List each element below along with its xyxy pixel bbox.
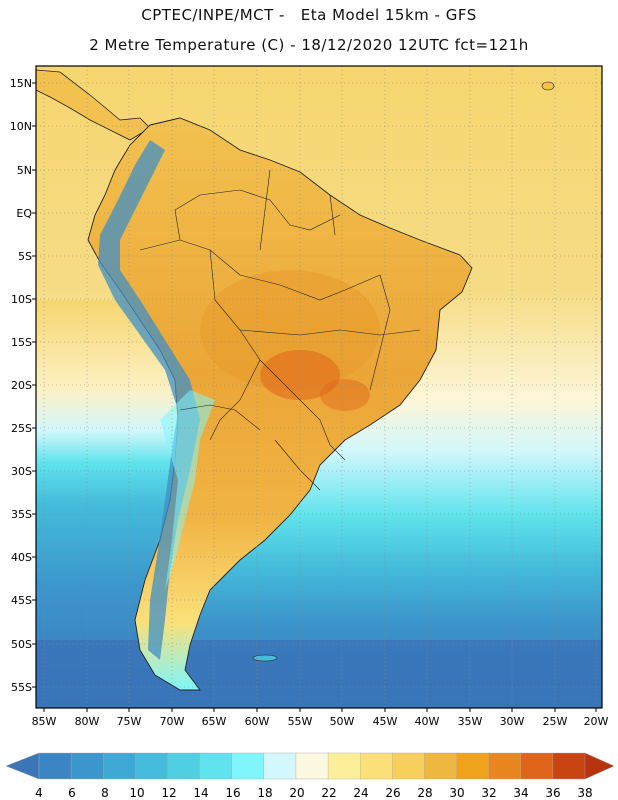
central-america [36,69,151,141]
lat-label: 10N [10,120,32,133]
chart-subtitle: 2 Metre Temperature (C) - 18/12/2020 12U… [89,36,529,54]
lon-label: 70W [160,715,185,728]
colorbar-label: 22 [321,786,336,800]
colorbar-label: 12 [161,786,176,800]
chart-title: CPTEC/INPE/MCT - Eta Model 15km - GFS [141,6,477,24]
lon-label: 45W [373,715,398,728]
colorbar-swatch [520,752,554,780]
lat-label: 55S [11,681,32,694]
colorbar-label: 6 [68,786,76,800]
colorbar-swatch [263,752,297,780]
colorbar-swatch [359,752,393,780]
lon-label: 50W [330,715,355,728]
lat-label: 50S [11,638,32,651]
colorbar-label: 34 [513,786,528,800]
colorbar-swatch [38,752,72,780]
lat-label: 5S [18,250,32,263]
colorbar-swatch [103,752,137,780]
colorbar-label: 18 [257,786,272,800]
colorbar-swatch [70,752,104,780]
lon-label: 80W [75,715,100,728]
lat-label: 25S [11,422,32,435]
colorbar-swatch [392,752,426,780]
latitude-labels: 15N 10N 5N EQ 5S 10S 15S 20S 25S 30S 35S… [10,77,33,694]
colorbar-label: 28 [417,786,432,800]
colorbar-label: 26 [385,786,400,800]
title-block: CPTEC/INPE/MCT - Eta Model 15km - GFS 2 … [0,0,618,60]
lat-label: 40S [11,551,32,564]
colorbar-swatch [231,752,265,780]
colorbar-label: 38 [577,786,592,800]
colorbar-labels: 4 6 8 10 12 14 16 18 20 22 24 26 28 30 3… [35,786,592,800]
colorbar-label: 36 [545,786,560,800]
lat-label: 35S [11,508,32,521]
lon-label: 85W [32,715,57,728]
colorbar-swatch [456,752,490,780]
colorbar-label: 8 [101,786,109,800]
colorbar-label: 20 [289,786,304,800]
lon-label: 65W [202,715,227,728]
longitude-labels: 85W 80W 75W 70W 65W 60W 55W 50W 45W 40W … [32,715,609,728]
map-border [35,65,603,709]
colorbar-label: 16 [225,786,240,800]
colorbar-swatch [135,752,169,780]
hot-interior [200,270,380,390]
lon-label: 35W [458,715,483,728]
colorbar [5,752,615,780]
colorbar-label: 32 [481,786,496,800]
map-body [36,66,602,708]
colorbar-swatch [295,752,329,780]
colorbar-swatch [552,752,586,780]
lon-label: 75W [117,715,142,728]
colorbar-swatch [167,752,201,780]
colorbar-label: 24 [353,786,368,800]
lat-label: 15N [10,77,32,90]
colorbar-swatch [424,752,458,780]
colorbar-swatch [199,752,233,780]
lon-label: 20W [584,715,609,728]
lat-label: EQ [16,207,32,220]
lon-label: 25W [543,715,568,728]
colorbar-swatch [488,752,522,780]
tick-marks [32,82,597,712]
colorbar-label: 14 [193,786,208,800]
lat-label: 30S [11,465,32,478]
colorbar-arrow-right [584,752,615,780]
falkland-islands [252,654,278,662]
lat-label: 10S [11,293,32,306]
lon-label: 60W [245,715,270,728]
lat-label: 20S [11,379,32,392]
colorbar-label: 30 [449,786,464,800]
lat-label: 5N [17,164,32,177]
lat-label: 45S [11,594,32,607]
colorbar-swatch [327,752,361,780]
lat-label: 15S [11,336,32,349]
colorbar-label: 4 [35,786,43,800]
colorbar-label: 10 [129,786,144,800]
lon-label: 55W [288,715,313,728]
lon-label: 30W [500,715,525,728]
lon-label: 40W [415,715,440,728]
colorbar-arrow-left [5,752,40,780]
